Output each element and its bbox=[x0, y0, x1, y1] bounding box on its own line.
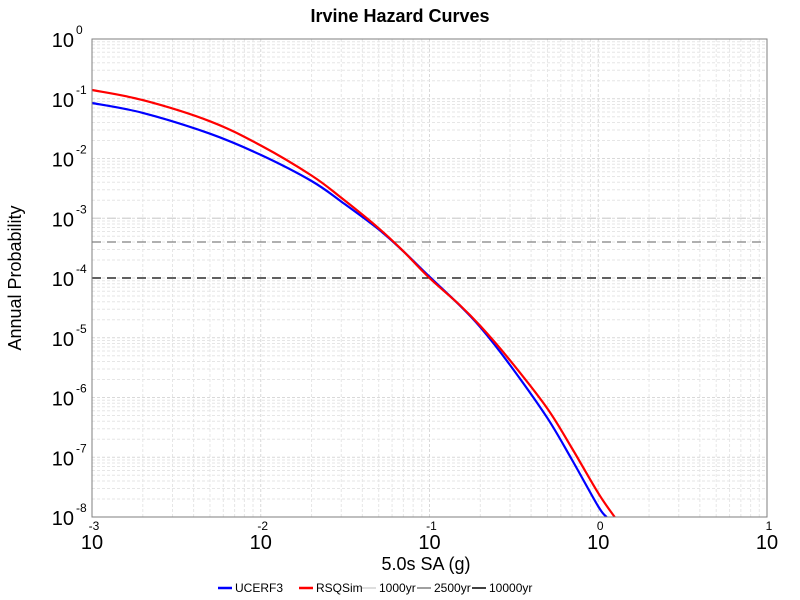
x-tick-label: 101 bbox=[756, 519, 778, 554]
y-tick-exponent: -7 bbox=[76, 441, 87, 455]
y-tick-base: 10 bbox=[52, 448, 74, 470]
plot-area-frame bbox=[91, 38, 768, 518]
y-tick-label: 10 -4 bbox=[52, 262, 87, 291]
x-tick-label: 10-1 bbox=[418, 519, 440, 554]
series-line-RSQSim bbox=[91, 88, 616, 518]
x-tick-label: 10-2 bbox=[250, 519, 272, 554]
x-tick-base: 10 bbox=[587, 532, 609, 554]
y-tick-base: 10 bbox=[52, 508, 74, 530]
x-tick-base: 10 bbox=[250, 532, 272, 554]
series-line-UCERF3 bbox=[91, 101, 608, 518]
y-tick-exponent: -1 bbox=[76, 83, 87, 97]
legend-label: UCERF3 bbox=[235, 581, 283, 595]
y-tick-label: 10 -5 bbox=[52, 322, 87, 351]
y-tick-base: 10 bbox=[52, 209, 74, 231]
y-tick-label: 10 -2 bbox=[52, 143, 87, 172]
y-tick-base: 10 bbox=[52, 30, 74, 52]
x-tick-exponent: -1 bbox=[426, 519, 437, 533]
y-tick-label: 10 -1 bbox=[52, 83, 87, 112]
legend-item-UCERF3: UCERF3 bbox=[218, 581, 283, 595]
y-tick-exponent: -6 bbox=[76, 382, 87, 396]
x-tick-label: 10-3 bbox=[81, 519, 103, 554]
y-tick-label: 10 -3 bbox=[52, 202, 87, 231]
hazard-curves bbox=[91, 88, 616, 518]
legend: UCERF3 RSQSim 1000yr 2500yr 10000yr bbox=[218, 581, 532, 595]
x-tick-base: 10 bbox=[418, 532, 440, 554]
y-tick-label: 10 -7 bbox=[52, 441, 87, 470]
x-tick-exponent: 0 bbox=[597, 519, 604, 533]
legend-item-RSQSim: RSQSim bbox=[299, 581, 363, 595]
y-tick-base: 10 bbox=[52, 389, 74, 411]
y-tick-exponent: -4 bbox=[76, 262, 87, 276]
chart-title: Irvine Hazard Curves bbox=[310, 6, 489, 26]
y-tick-exponent: -8 bbox=[76, 501, 87, 515]
x-tick-label: 100 bbox=[587, 519, 609, 554]
legend-item-2500yr: 2500yr bbox=[417, 581, 471, 595]
y-tick-exponent: -5 bbox=[76, 322, 87, 336]
legend-label: RSQSim bbox=[316, 581, 363, 595]
y-tick-base: 10 bbox=[52, 150, 74, 172]
y-tick-exponent: 0 bbox=[76, 23, 83, 37]
x-tick-exponent: -2 bbox=[257, 519, 268, 533]
legend-item-10000yr: 10000yr bbox=[472, 581, 532, 595]
legend-item-1000yr: 1000yr bbox=[362, 581, 416, 595]
x-tick-exponent: 1 bbox=[766, 519, 773, 533]
y-tick-label: 10 0 bbox=[52, 23, 83, 52]
y-tick-label: 10 -8 bbox=[52, 501, 87, 530]
legend-label: 10000yr bbox=[489, 581, 532, 595]
y-tick-base: 10 bbox=[52, 329, 74, 351]
y-tick-base: 10 bbox=[52, 269, 74, 291]
x-tick-base: 10 bbox=[756, 532, 778, 554]
legend-label: 1000yr bbox=[379, 581, 416, 595]
x-axis-label: 5.0s SA (g) bbox=[381, 554, 470, 574]
y-tick-base: 10 bbox=[52, 90, 74, 112]
y-tick-label: 10 -6 bbox=[52, 382, 87, 411]
grid-lines bbox=[91, 39, 767, 518]
x-tick-base: 10 bbox=[81, 532, 103, 554]
y-tick-exponent: -2 bbox=[76, 143, 87, 157]
y-axis-label: Annual Probability bbox=[5, 205, 25, 350]
legend-label: 2500yr bbox=[434, 581, 471, 595]
x-tick-exponent: -3 bbox=[89, 519, 100, 533]
y-tick-exponent: -3 bbox=[76, 202, 87, 216]
